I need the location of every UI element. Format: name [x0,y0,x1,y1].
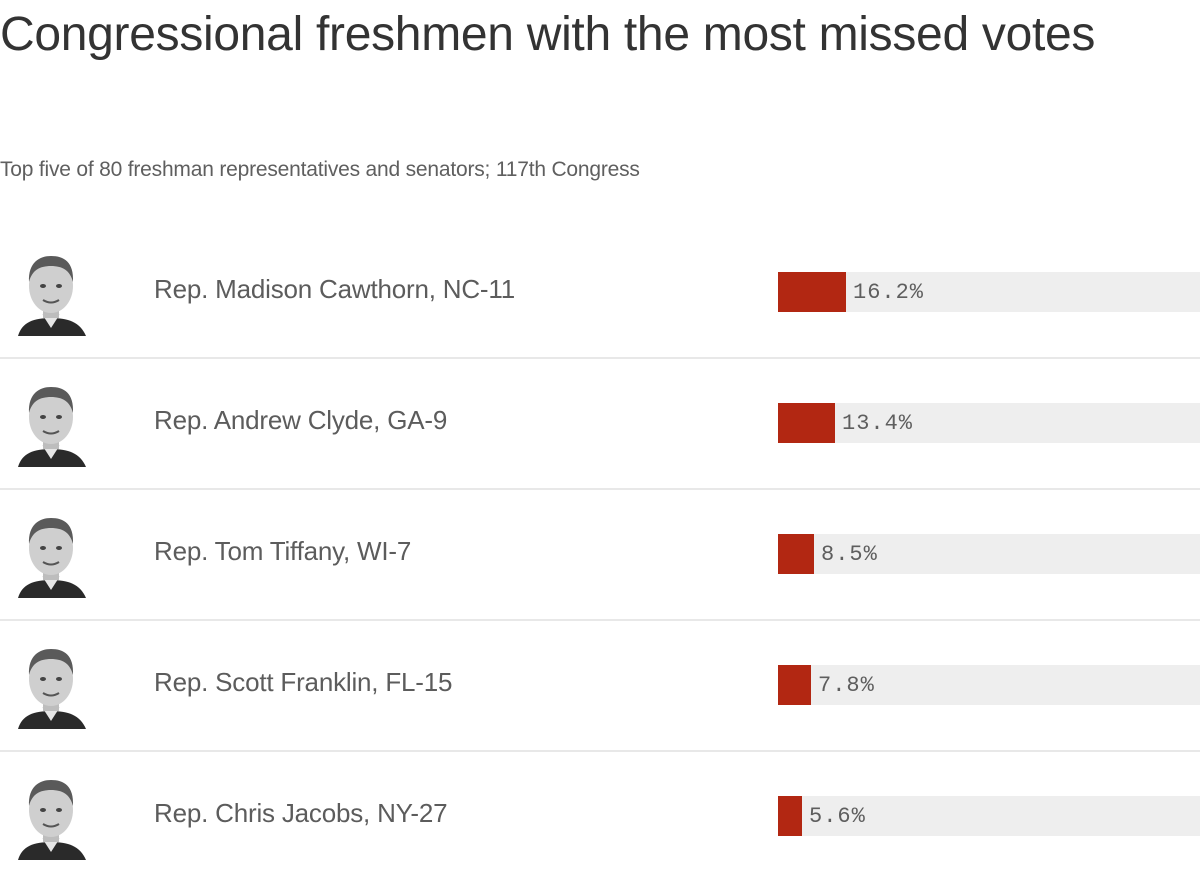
bar-value-label: 7.8% [818,673,875,698]
bar-chart: Rep. Madison Cawthorn, NC-11 16.2% Rep. … [0,228,1200,881]
member-name: Rep. Scott Franklin, FL-15 [154,667,453,697]
bar-value-label: 16.2% [853,280,925,305]
member-name: Rep. Tom Tiffany, WI-7 [154,536,412,566]
bar-track: 16.2% [778,272,1200,312]
bar-track: 13.4% [778,403,1200,443]
chart-row: Rep. Madison Cawthorn, NC-11 16.2% [0,228,1200,359]
bar-value-label: 13.4% [842,411,914,436]
bar [778,796,802,836]
chart-title: Congressional freshmen with the most mis… [0,8,1096,61]
headshot-photo [14,772,88,860]
chart-row: Rep. Andrew Clyde, GA-9 13.4% [0,359,1200,490]
chart-row: Rep. Chris Jacobs, NY-27 5.6% [0,752,1200,881]
bar-value-label: 8.5% [821,542,878,567]
bar-track: 8.5% [778,534,1200,574]
member-name: Rep. Madison Cawthorn, NC-11 [154,274,515,304]
bar-track: 5.6% [778,796,1200,836]
bar [778,665,811,705]
headshot-photo [14,248,88,336]
headshot-photo [14,510,88,598]
bar-value-label: 5.6% [809,804,866,829]
member-name: Rep. Andrew Clyde, GA-9 [154,405,448,435]
bar [778,272,846,312]
headshot-photo [14,379,88,467]
bar [778,534,814,574]
chart-row: Rep. Tom Tiffany, WI-7 8.5% [0,490,1200,621]
headshot-photo [14,641,88,729]
chart-subtitle: Top five of 80 freshman representatives … [0,158,640,181]
chart-row: Rep. Scott Franklin, FL-15 7.8% [0,621,1200,752]
bar-track: 7.8% [778,665,1200,705]
member-name: Rep. Chris Jacobs, NY-27 [154,798,448,828]
bar [778,403,835,443]
